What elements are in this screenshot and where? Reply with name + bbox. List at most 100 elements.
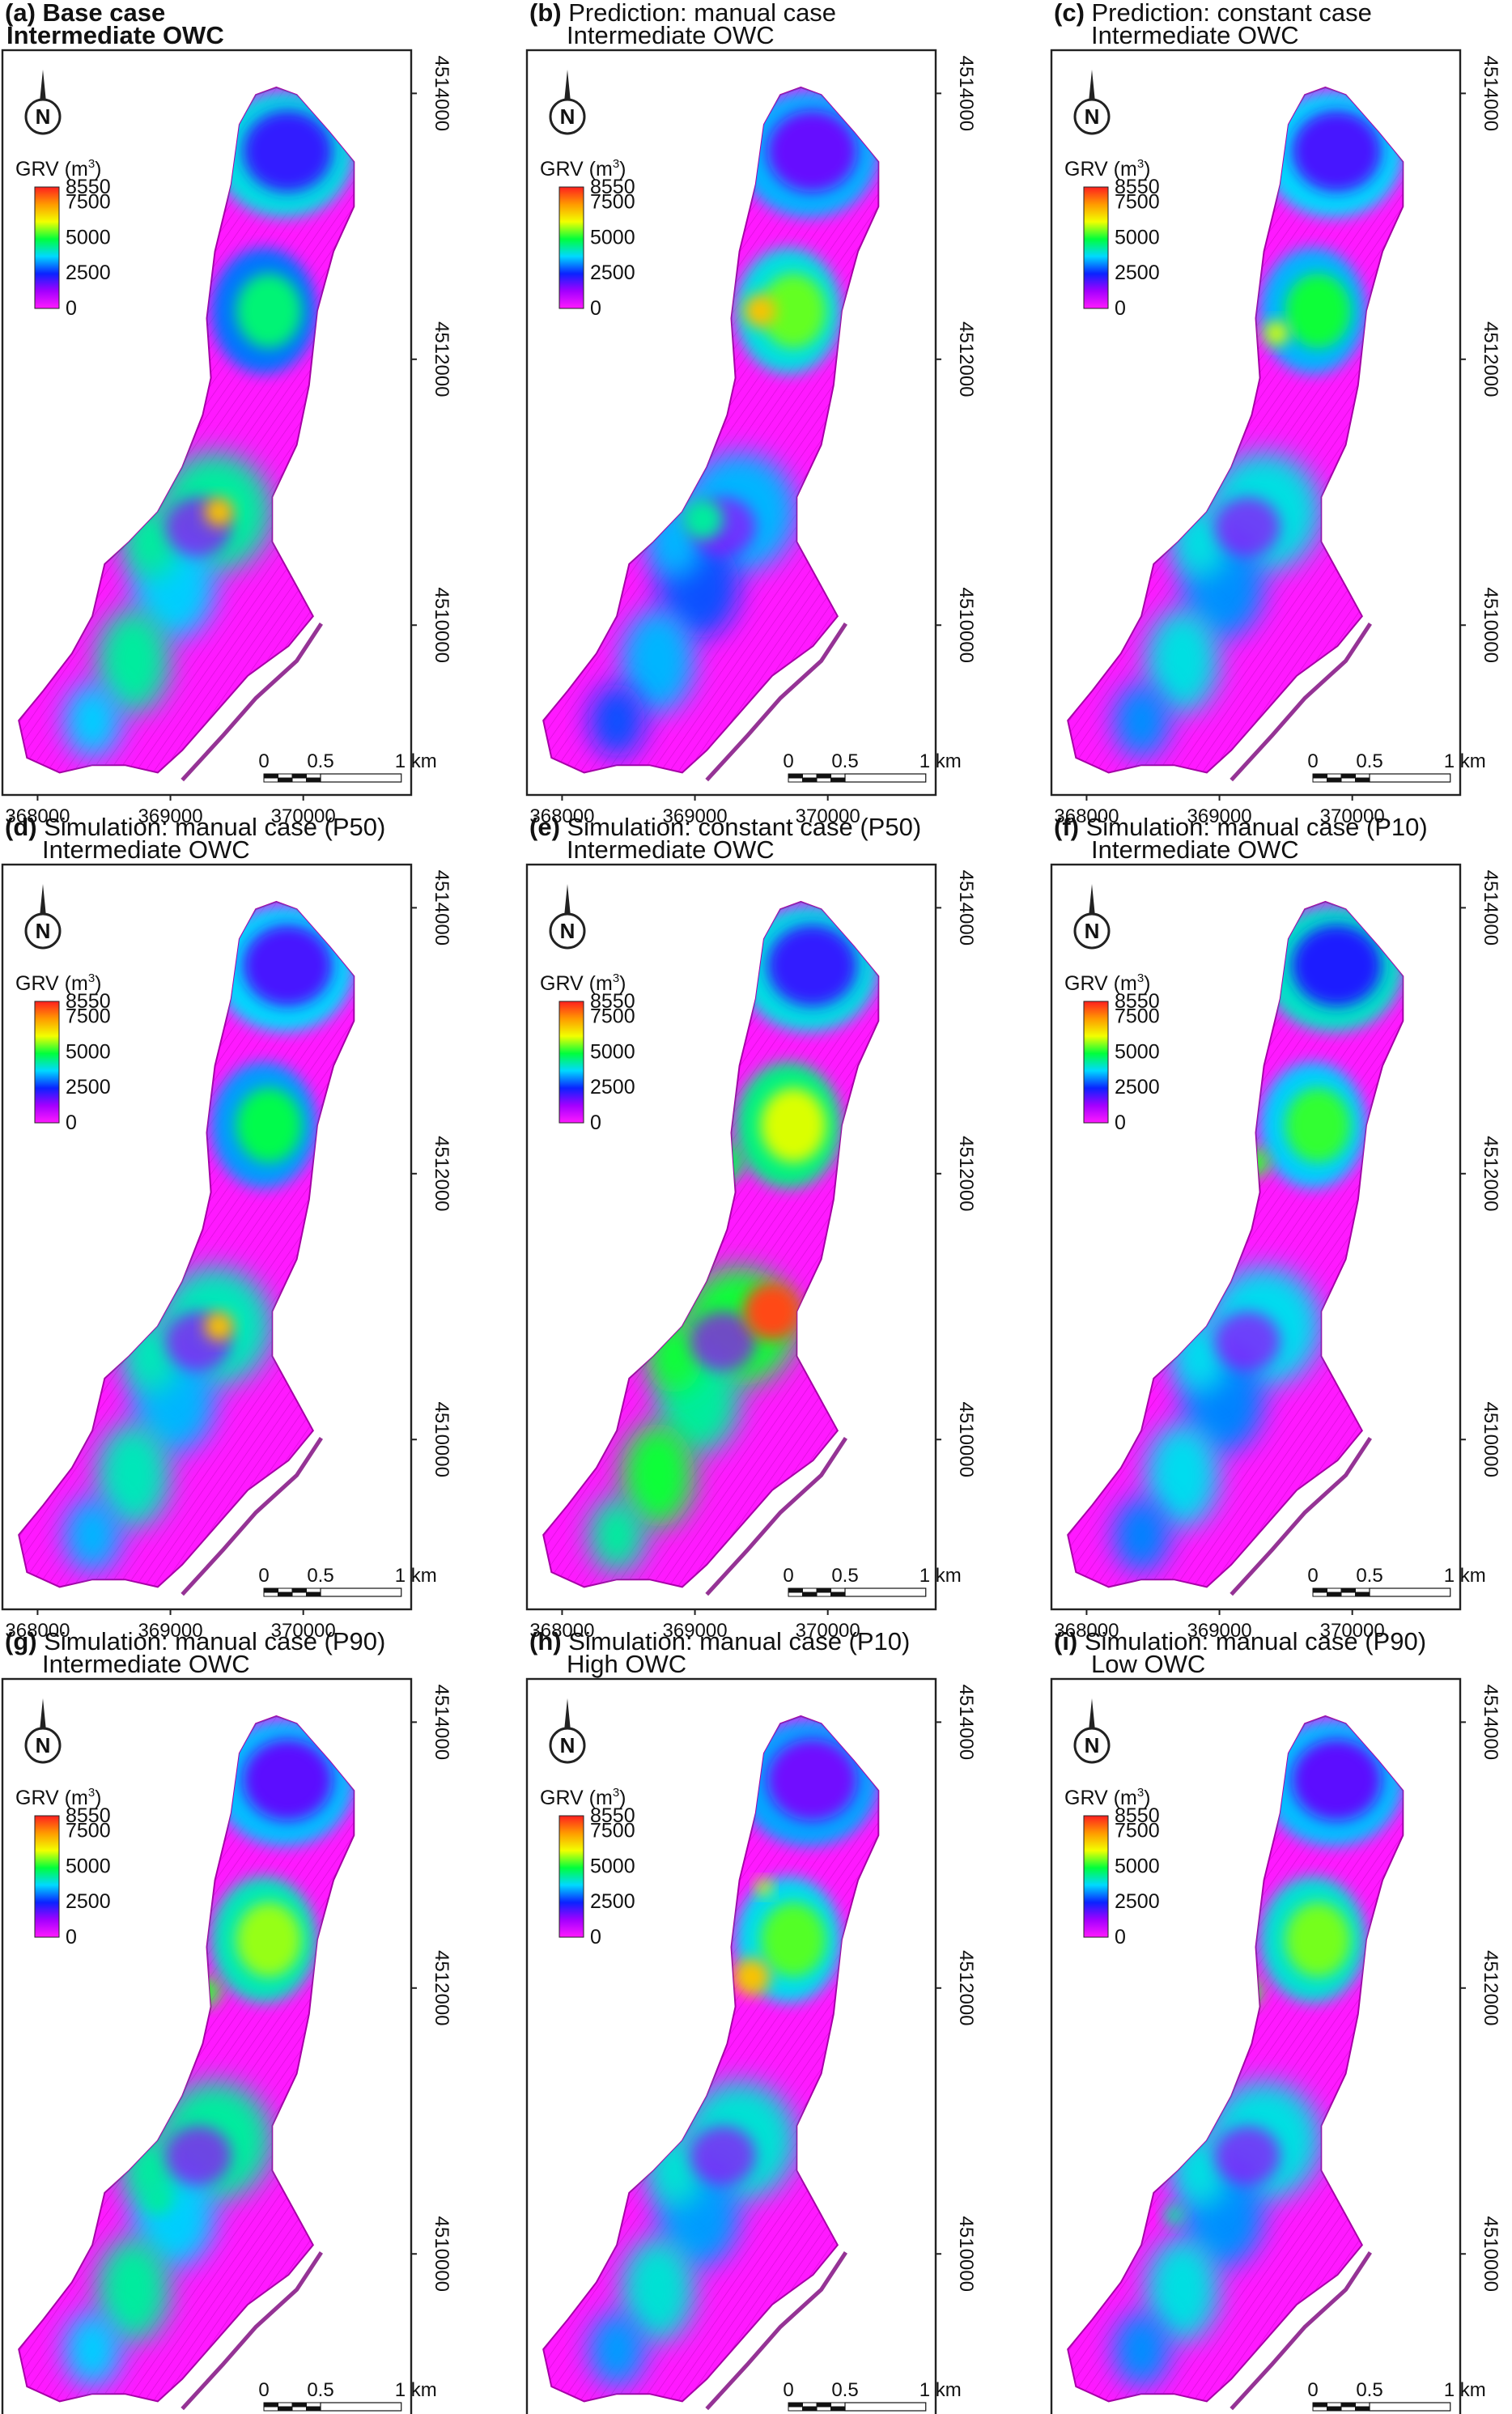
scalebar-segment: [1355, 2406, 1370, 2412]
panel-b: (b) Prediction: manual caseIntermediate …: [525, 0, 977, 827]
fault-edge: [1230, 1437, 1372, 1596]
panel-title: (i) Simulation: manual case (P90): [1054, 1627, 1426, 1655]
legend-tick: 2500: [590, 261, 635, 284]
panel-title: (b) Prediction: manual case: [529, 0, 836, 27]
north-label: N: [560, 1733, 575, 1757]
legend-tick: 2500: [590, 1076, 635, 1099]
scalebar-segment: [291, 777, 307, 783]
fault-edge: [181, 623, 323, 782]
legend-tick: 2500: [1115, 1076, 1160, 1099]
north-body-core: [1291, 1739, 1382, 1821]
scalebar-segment: [844, 773, 927, 783]
legend-tick: 0: [1115, 1111, 1126, 1134]
legend-title-text: GRV (m: [15, 972, 88, 995]
south-body-patch: [621, 609, 695, 713]
scalebar-segment: [802, 2402, 818, 2408]
scalebar-segment: [306, 777, 321, 783]
legend-title-sup: 3: [613, 157, 619, 171]
grv-highlight-spot: [1264, 321, 1289, 346]
legend-tick: 0: [590, 1926, 601, 1949]
panel-title-line1: Base case: [43, 0, 166, 27]
legend-tick: 8550: [66, 176, 111, 198]
north-arrow-icon: [564, 70, 571, 102]
legend-title-close: ): [95, 1787, 101, 1809]
legend-colorbar: [34, 186, 60, 309]
south-body-patch: [63, 1498, 121, 1572]
panel-title: (g) Simulation: manual case (P90): [5, 1627, 385, 1655]
scalebar-label: 1 km: [920, 2379, 962, 2401]
north-arrow-icon: [564, 1698, 571, 1731]
scalebar-segment: [320, 2402, 402, 2412]
north-label: N: [36, 104, 51, 129]
north-label: N: [1085, 1733, 1100, 1757]
x-tick-label: 369000: [1187, 805, 1252, 827]
panel-title: (c) Prediction: constant case: [1054, 0, 1372, 27]
middle-body-core: [236, 1088, 302, 1162]
panel-title: (e) Simulation: constant case (P50): [529, 813, 921, 841]
scalebar-segment: [291, 2402, 307, 2408]
middle-body-core: [760, 1902, 826, 1977]
scalebar-segment: [830, 777, 846, 783]
legend-colorbar: [34, 1001, 60, 1124]
south-body-patch: [1112, 2312, 1170, 2386]
legend-title-text: GRV (m: [540, 1787, 613, 1809]
panel-letter: (a): [5, 0, 43, 27]
legend-tick: 8550: [66, 1804, 111, 1827]
middle-body-core: [760, 274, 826, 348]
x-tick-label: 368000: [5, 805, 70, 827]
scalebar-segment: [788, 2406, 803, 2412]
legend-title-text: GRV (m: [540, 972, 613, 995]
legend-tick: 7500: [590, 1819, 635, 1842]
panel-h: (h) Simulation: manual case (P10)High OW…: [525, 1627, 977, 2414]
x-tick-label: 370000: [796, 1620, 860, 1642]
south-body-patch: [63, 683, 121, 758]
scalebar-segment: [1327, 1587, 1342, 1593]
north-arrow-icon: [1089, 884, 1095, 916]
legend-title-text: GRV (m: [15, 1787, 88, 1809]
middle-body-core: [236, 1902, 302, 1977]
panel-f: (f) Simulation: manual case (P10)Interme…: [1050, 813, 1501, 1642]
y-tick-label: 4514000: [1480, 870, 1501, 946]
y-tick-label: 4514000: [431, 56, 452, 131]
middle-body-core: [1285, 1902, 1351, 1977]
north-label: N: [1085, 104, 1100, 129]
legend-tick: 0: [66, 1111, 77, 1134]
legend-tick: 7500: [66, 1819, 111, 1842]
scalebar-segment: [816, 2406, 831, 2412]
legend-title-sup: 3: [88, 157, 95, 171]
legend-tick: 5000: [590, 1855, 635, 1877]
y-tick-label: 4512000: [431, 1136, 452, 1211]
scalebar-segment: [306, 2402, 321, 2408]
y-tick-label: 4510000: [431, 588, 452, 663]
legend-tick: 0: [1115, 1926, 1126, 1949]
scalebar-label: 0.5: [831, 750, 858, 772]
legend-tick: 2500: [1115, 1890, 1160, 1913]
y-tick-label: 4510000: [1480, 1402, 1501, 1477]
south-body-patch: [621, 1423, 695, 1528]
south-body-patch: [588, 683, 646, 758]
fault-edge: [181, 2251, 323, 2411]
legend-tick: 5000: [66, 1855, 111, 1877]
legend-title-sup: 3: [88, 1786, 95, 1800]
y-tick-label: 4510000: [1480, 2216, 1501, 2292]
scalebar-label: 0.5: [831, 1565, 858, 1587]
scalebar-segment: [1340, 1592, 1356, 1597]
fault-edge: [1230, 2251, 1372, 2411]
north-arrow-icon: [1089, 1698, 1095, 1731]
north-arrow-circle: [549, 1727, 586, 1764]
y-tick-label: 4510000: [955, 1402, 977, 1477]
scalebar-segment: [802, 2406, 818, 2412]
legend-title-close: ): [619, 972, 626, 995]
x-tick-label: 368000: [1054, 1620, 1119, 1642]
y-tick-label: 4510000: [955, 2216, 977, 2292]
legend-title-close: ): [95, 972, 101, 995]
legend-title: GRV (m3): [540, 157, 626, 181]
scalebar-segment: [263, 773, 278, 779]
x-tick-label: 368000: [529, 1620, 594, 1642]
grv-highlight-spot: [204, 1311, 234, 1341]
scalebar-segment: [1340, 1587, 1356, 1593]
y-tick-label: 4512000: [1480, 321, 1501, 397]
legend-tick: 0: [1115, 297, 1126, 320]
scalebar-segment: [802, 773, 818, 779]
